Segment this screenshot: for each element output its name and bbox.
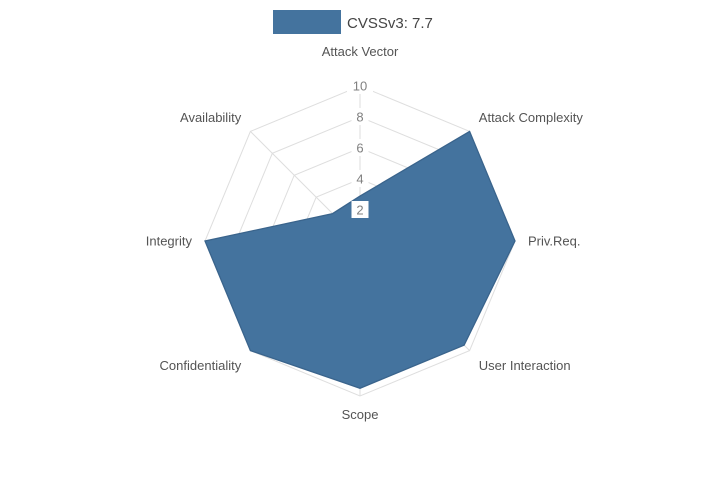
- axis-label-integrity: Integrity: [146, 234, 193, 249]
- axis-label-attack-complexity: Attack Complexity: [479, 110, 584, 125]
- tick-label-bg: [351, 170, 369, 187]
- axis-label-availability: Availability: [180, 110, 242, 125]
- radial-tick-label: 8: [356, 110, 363, 125]
- axis-label-scope: Scope: [342, 407, 379, 422]
- axis-label-user-interaction: User Interaction: [479, 358, 571, 373]
- axis-label-attack-vector: Attack Vector: [322, 44, 399, 59]
- radial-tick-label: 4: [356, 172, 363, 187]
- tick-label-bg: [351, 108, 369, 125]
- radial-tick-label: 6: [356, 141, 363, 156]
- radar-trace-polygon: [204, 130, 516, 389]
- legend-label[interactable]: CVSSv3: 7.7: [347, 15, 433, 32]
- tick-label-bg: [351, 201, 369, 218]
- legend[interactable]: CVSSv3: 7.7: [273, 10, 433, 34]
- radar-chart-body: 2 4 6 8 10 Attack Vector Attack Complexity Priv…: [146, 44, 584, 422]
- radial-tick-labels: 2 4 6 8 10: [347, 77, 373, 218]
- tick-label-bg: [351, 139, 369, 156]
- legend-swatch[interactable]: [273, 10, 341, 34]
- radial-tick-label: 2: [356, 203, 363, 218]
- axis-label-priv-req: Priv.Req.: [528, 234, 581, 249]
- tick-label-bg: [347, 77, 373, 94]
- radial-tick-label: 10: [353, 79, 367, 94]
- axis-label-confidentiality: Confidentiality: [160, 358, 242, 373]
